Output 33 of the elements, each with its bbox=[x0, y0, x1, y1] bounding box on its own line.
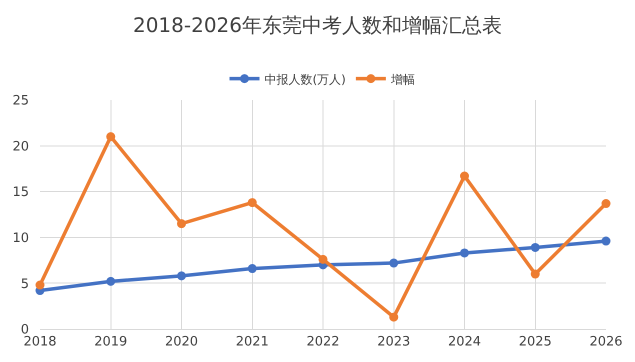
x-tick-label: 2025 bbox=[518, 334, 552, 350]
chart-title: 2018-2026年东莞中考人数和增幅汇总表 bbox=[132, 13, 502, 38]
point bbox=[36, 280, 44, 290]
point bbox=[318, 254, 328, 264]
legend-label: 增幅 bbox=[390, 72, 415, 86]
point bbox=[460, 172, 469, 181]
x-tick-label: 2020 bbox=[164, 334, 198, 350]
x-tick-label: 2018 bbox=[23, 334, 57, 350]
y-tick-label: 5 bbox=[20, 276, 29, 292]
x-tick-label: 2022 bbox=[306, 334, 340, 350]
legend-label: 中报人数(万人) bbox=[264, 72, 346, 86]
point bbox=[389, 312, 398, 322]
point bbox=[248, 264, 257, 274]
point bbox=[460, 248, 469, 258]
x-tick-label: 2021 bbox=[236, 334, 269, 350]
y-tick-label: 10 bbox=[12, 230, 29, 246]
point bbox=[177, 271, 186, 280]
point bbox=[106, 276, 116, 286]
point bbox=[248, 198, 257, 208]
x-tick-label: 2024 bbox=[448, 334, 482, 350]
point bbox=[106, 132, 116, 142]
x-tick-label: 2019 bbox=[94, 334, 128, 350]
point bbox=[177, 219, 186, 228]
x-tick-label: 2026 bbox=[589, 334, 623, 350]
y-tick-label: 25 bbox=[12, 94, 29, 109]
x-tick-label: 2023 bbox=[377, 334, 410, 350]
point bbox=[530, 242, 540, 252]
point bbox=[530, 270, 540, 279]
y-tick-label: 15 bbox=[12, 185, 29, 200]
y-tick-label: 20 bbox=[12, 139, 29, 154]
point bbox=[389, 258, 398, 268]
point bbox=[602, 199, 610, 208]
point bbox=[602, 236, 610, 246]
